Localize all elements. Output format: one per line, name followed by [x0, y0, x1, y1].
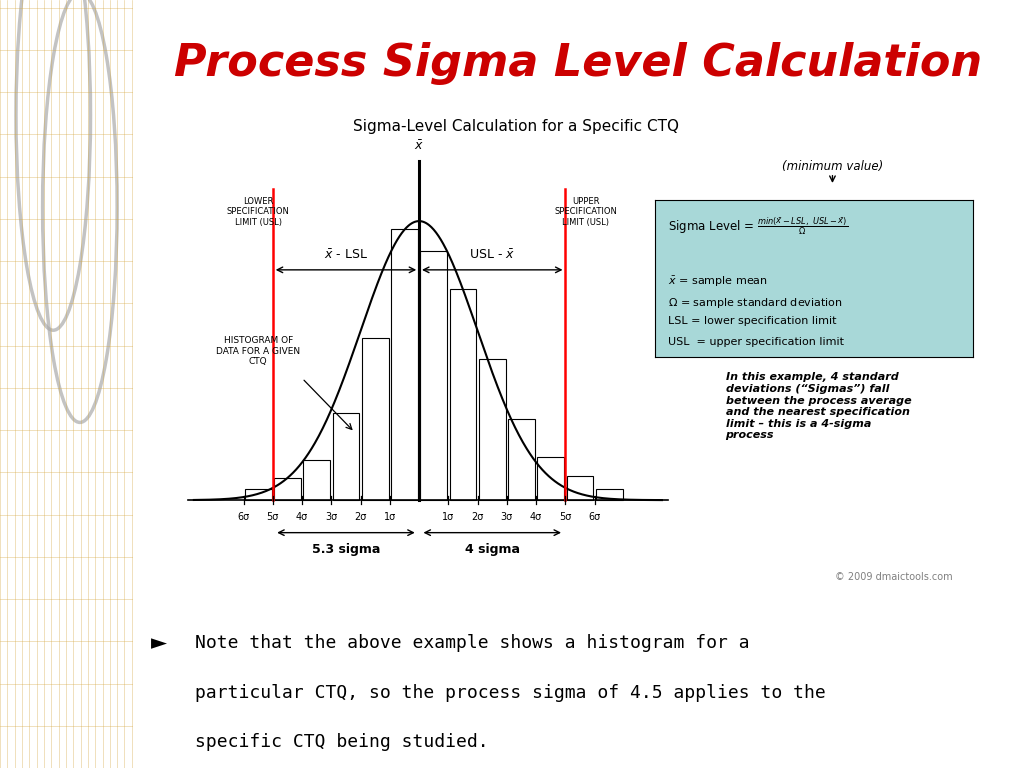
- Text: HISTOGRAM OF
DATA FOR A GIVEN
CTQ: HISTOGRAM OF DATA FOR A GIVEN CTQ: [216, 336, 300, 366]
- Text: 4 sigma: 4 sigma: [465, 544, 520, 557]
- Text: 4σ: 4σ: [530, 512, 543, 522]
- Text: In this example, 4 standard
deviations (“Sigmas”) fall
between the process avera: In this example, 4 standard deviations (…: [726, 372, 911, 441]
- Text: 3σ: 3σ: [501, 512, 513, 522]
- Text: 5σ: 5σ: [559, 512, 571, 522]
- Text: Sigma Level = $\frac{min(\bar{x} - LSL,\ USL - \bar{x})}{\Omega}$: Sigma Level = $\frac{min(\bar{x} - LSL,\…: [668, 216, 848, 237]
- Text: Process Sigma Level Calculation: Process Sigma Level Calculation: [174, 42, 983, 85]
- Text: 2σ: 2σ: [354, 512, 367, 522]
- Bar: [508, 419, 535, 500]
- Text: $\bar{x}$ - LSL: $\bar{x}$ - LSL: [324, 248, 368, 262]
- Text: $\bar{x}$ = sample mean: $\bar{x}$ = sample mean: [668, 275, 768, 290]
- Text: 1σ: 1σ: [384, 512, 396, 522]
- Bar: [361, 338, 389, 500]
- Text: LOWER
SPECIFICATION
LIMIT (USL): LOWER SPECIFICATION LIMIT (USL): [226, 197, 290, 227]
- Text: 5.3 sigma: 5.3 sigma: [311, 544, 380, 557]
- Bar: [274, 478, 301, 500]
- Text: $\bar{x}$: $\bar{x}$: [414, 140, 424, 154]
- Text: 2σ: 2σ: [471, 512, 483, 522]
- Text: © 2009 dmaictools.com: © 2009 dmaictools.com: [836, 572, 952, 582]
- Text: 4σ: 4σ: [296, 512, 308, 522]
- Text: USL - $\bar{x}$: USL - $\bar{x}$: [469, 248, 515, 262]
- Text: 1σ: 1σ: [442, 512, 455, 522]
- Text: 6σ: 6σ: [238, 512, 250, 522]
- Text: ►: ►: [151, 634, 167, 654]
- Bar: [538, 457, 564, 500]
- Text: 3σ: 3σ: [326, 512, 338, 522]
- Bar: [245, 489, 271, 500]
- Text: $\Omega$ = sample standard deviation: $\Omega$ = sample standard deviation: [668, 296, 843, 310]
- Bar: [333, 413, 359, 500]
- Bar: [566, 475, 594, 500]
- Bar: [391, 229, 418, 500]
- Bar: [596, 489, 623, 500]
- Text: particular CTQ, so the process sigma of 4.5 applies to the: particular CTQ, so the process sigma of …: [196, 684, 826, 701]
- Text: specific CTQ being studied.: specific CTQ being studied.: [196, 733, 489, 751]
- Text: Sigma-Level Calculation for a Specific CTQ: Sigma-Level Calculation for a Specific C…: [353, 119, 679, 134]
- Bar: [420, 251, 447, 500]
- Text: (minimum value): (minimum value): [782, 160, 883, 173]
- Text: 6σ: 6σ: [589, 512, 601, 522]
- Bar: [479, 359, 506, 500]
- Text: UPPER
SPECIFICATION
LIMIT (USL): UPPER SPECIFICATION LIMIT (USL): [554, 197, 617, 227]
- Text: Note that the above example shows a histogram for a: Note that the above example shows a hist…: [196, 634, 751, 651]
- Bar: [450, 289, 476, 500]
- Text: USL  = upper specification limit: USL = upper specification limit: [668, 336, 844, 346]
- Text: 5σ: 5σ: [266, 512, 279, 522]
- Text: LSL = lower specification limit: LSL = lower specification limit: [668, 316, 837, 326]
- Bar: [303, 459, 330, 500]
